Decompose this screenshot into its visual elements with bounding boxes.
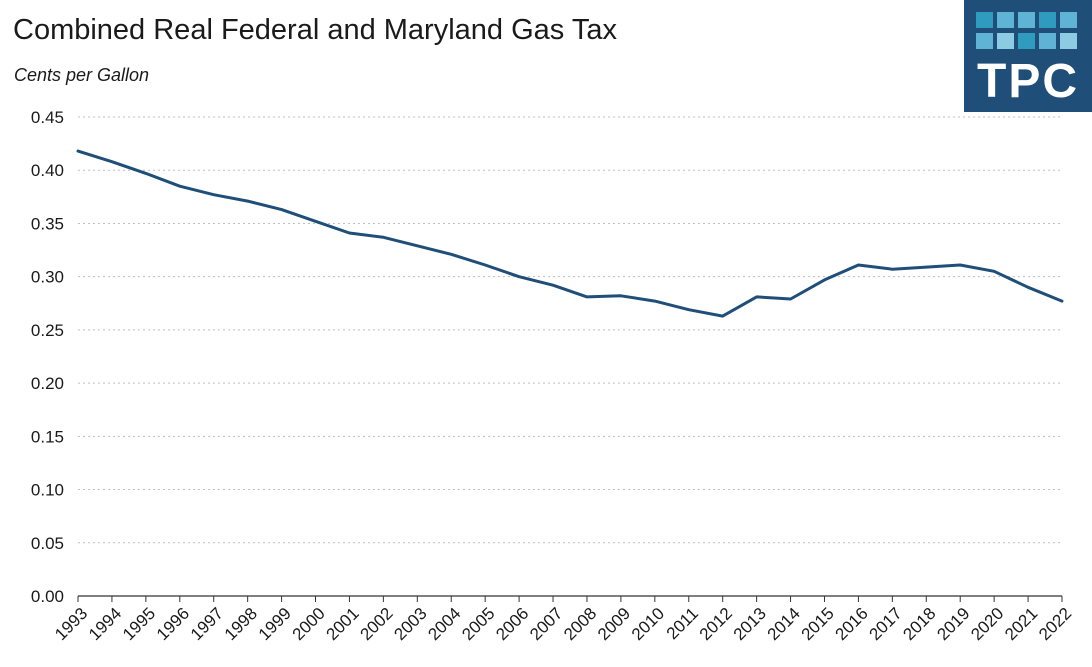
x-tick-label: 2013 <box>730 604 770 644</box>
series-line <box>76 149 1064 318</box>
logo-square <box>1039 12 1056 28</box>
logo-text: TPC <box>977 55 1079 108</box>
x-tick-label: 1994 <box>85 604 125 644</box>
chart-title: Combined Real Federal and Maryland Gas T… <box>13 14 617 46</box>
x-tick-label: 2015 <box>798 604 838 644</box>
logo-square <box>976 33 993 49</box>
x-tick-label: 2001 <box>323 604 363 644</box>
y-tick-label: 0.10 <box>31 481 64 500</box>
x-tick-label: 2009 <box>594 604 634 644</box>
y-tick-label: 0.20 <box>31 374 64 393</box>
x-tick-label: 2020 <box>967 604 1007 644</box>
x-tick-label: 1998 <box>221 604 261 644</box>
y-tick-label: 0.25 <box>31 321 64 340</box>
logo-square <box>997 12 1014 28</box>
x-tick-label: 2006 <box>492 604 532 644</box>
logo-square <box>1060 12 1077 28</box>
x-tick-label: 1999 <box>255 604 295 644</box>
logo-square <box>997 33 1014 49</box>
logo-square <box>1060 33 1077 49</box>
y-tick-label: 0.05 <box>31 534 64 553</box>
x-tick-label: 2010 <box>628 604 668 644</box>
x-tick-label: 2005 <box>458 604 498 644</box>
y-tick-label: 0.00 <box>31 587 64 606</box>
x-tick-label: 2007 <box>526 604 566 644</box>
x-tick-label: 2022 <box>1035 604 1075 644</box>
x-tick-label: 2000 <box>289 604 329 644</box>
logo-square <box>1018 33 1035 49</box>
x-tick-label: 1993 <box>51 604 91 644</box>
x-tick-label: 2003 <box>390 604 430 644</box>
x-tick-label: 2002 <box>357 604 397 644</box>
x-tick-label: 1995 <box>119 604 159 644</box>
y-tick-label: 0.35 <box>31 214 64 233</box>
logo-square <box>976 12 993 28</box>
chart-subtitle: Cents per Gallon <box>14 65 150 85</box>
tpc-logo: TPC <box>964 0 1092 112</box>
x-tick-label: 2011 <box>663 604 702 643</box>
logo-square <box>1039 33 1056 49</box>
x-tick-label: 2021 <box>1001 604 1041 644</box>
x-tick-label: 2012 <box>696 604 736 644</box>
x-tick-label: 2004 <box>424 604 464 644</box>
logo-square <box>1018 12 1035 28</box>
x-tick-label: 2019 <box>933 604 973 644</box>
y-tick-label: 0.45 <box>31 108 64 127</box>
x-tick-label: 1996 <box>153 604 193 644</box>
x-tick-label: 2014 <box>764 604 804 644</box>
x-tick-label: 2017 <box>865 604 905 644</box>
x-tick-label: 2018 <box>899 604 939 644</box>
y-tick-label: 0.15 <box>31 427 64 446</box>
x-tick-label: 1997 <box>187 604 227 644</box>
x-tick-label: 2016 <box>832 604 872 644</box>
x-tick-label: 2008 <box>560 604 600 644</box>
y-tick-label: 0.30 <box>31 268 64 287</box>
y-tick-label: 0.40 <box>31 161 64 180</box>
